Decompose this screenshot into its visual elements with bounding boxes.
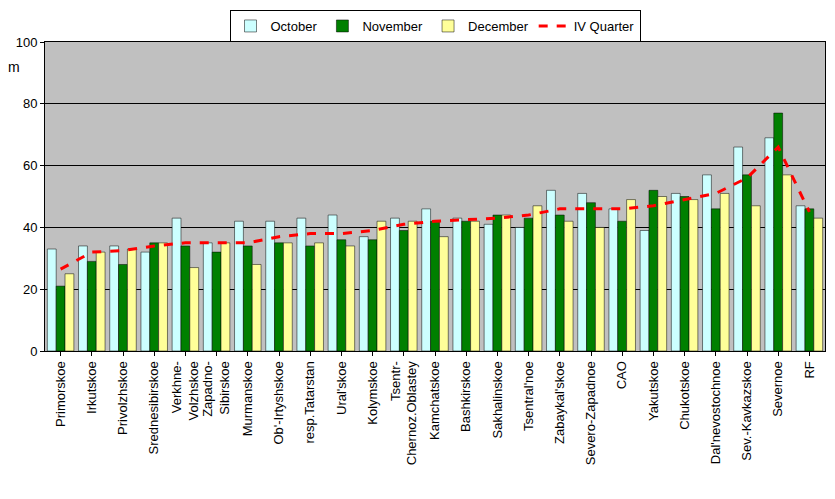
- svg-text:Zabaykal'skoe: Zabaykal'skoe: [552, 361, 567, 444]
- svg-text:Yakutskoe: Yakutskoe: [646, 361, 661, 421]
- svg-text:Ob'-Irtyshskoe: Ob'-Irtyshskoe: [271, 361, 286, 444]
- svg-text:Srednesibirskoe: Srednesibirskoe: [146, 361, 161, 454]
- svg-text:Sev.-Kavkazskoe: Sev.-Kavkazskoe: [739, 361, 754, 460]
- svg-text:Kolymskoe: Kolymskoe: [365, 361, 380, 425]
- svg-text:Chukotskoe: Chukotskoe: [677, 361, 692, 430]
- svg-text:Verkhne-Volzhskoe: Verkhne-Volzhskoe: [169, 361, 201, 420]
- svg-text:Severnoe: Severnoe: [770, 361, 785, 417]
- svg-text:Severo-Zapadnoe: Severo-Zapadnoe: [583, 361, 598, 465]
- svg-text:Dal'nevostochnoe: Dal'nevostochnoe: [708, 361, 723, 464]
- svg-text:resp.Tatarstan: resp.Tatarstan: [302, 361, 317, 443]
- svg-text:Tsentral'noe: Tsentral'noe: [521, 361, 536, 431]
- svg-text:December: December: [468, 19, 529, 34]
- svg-text:40: 40: [23, 220, 37, 235]
- svg-text:RF: RF: [802, 361, 817, 378]
- svg-text:0: 0: [30, 344, 37, 359]
- svg-text:Privolzhskoe: Privolzhskoe: [115, 361, 130, 435]
- svg-text:20: 20: [23, 282, 37, 297]
- svg-text:80: 80: [23, 96, 37, 111]
- svg-text:Kamchatskoe: Kamchatskoe: [427, 361, 442, 440]
- svg-text:Tsentr-Chernoz.Oblastey: Tsentr-Chernoz.Oblastey: [388, 361, 420, 466]
- svg-text:60: 60: [23, 158, 37, 173]
- svg-text:IV Quarter: IV Quarter: [574, 19, 635, 34]
- svg-text:Irkutskoe: Irkutskoe: [84, 361, 99, 414]
- svg-text:CAO: CAO: [614, 361, 629, 389]
- svg-text:Primorskoe: Primorskoe: [53, 361, 68, 427]
- svg-text:Sakhalinskoe: Sakhalinskoe: [490, 361, 505, 438]
- svg-text:Murmanskoe: Murmanskoe: [240, 361, 255, 436]
- svg-text:Bashkirskoe: Bashkirskoe: [458, 361, 473, 432]
- svg-text:Ural'skoe: Ural'skoe: [334, 361, 349, 415]
- svg-text:October: October: [271, 19, 318, 34]
- svg-text:m: m: [8, 59, 20, 75]
- svg-text:Zapadno-Sibirskoe: Zapadno-Sibirskoe: [200, 361, 232, 417]
- svg-text:100: 100: [16, 35, 38, 50]
- svg-text:November: November: [362, 19, 423, 34]
